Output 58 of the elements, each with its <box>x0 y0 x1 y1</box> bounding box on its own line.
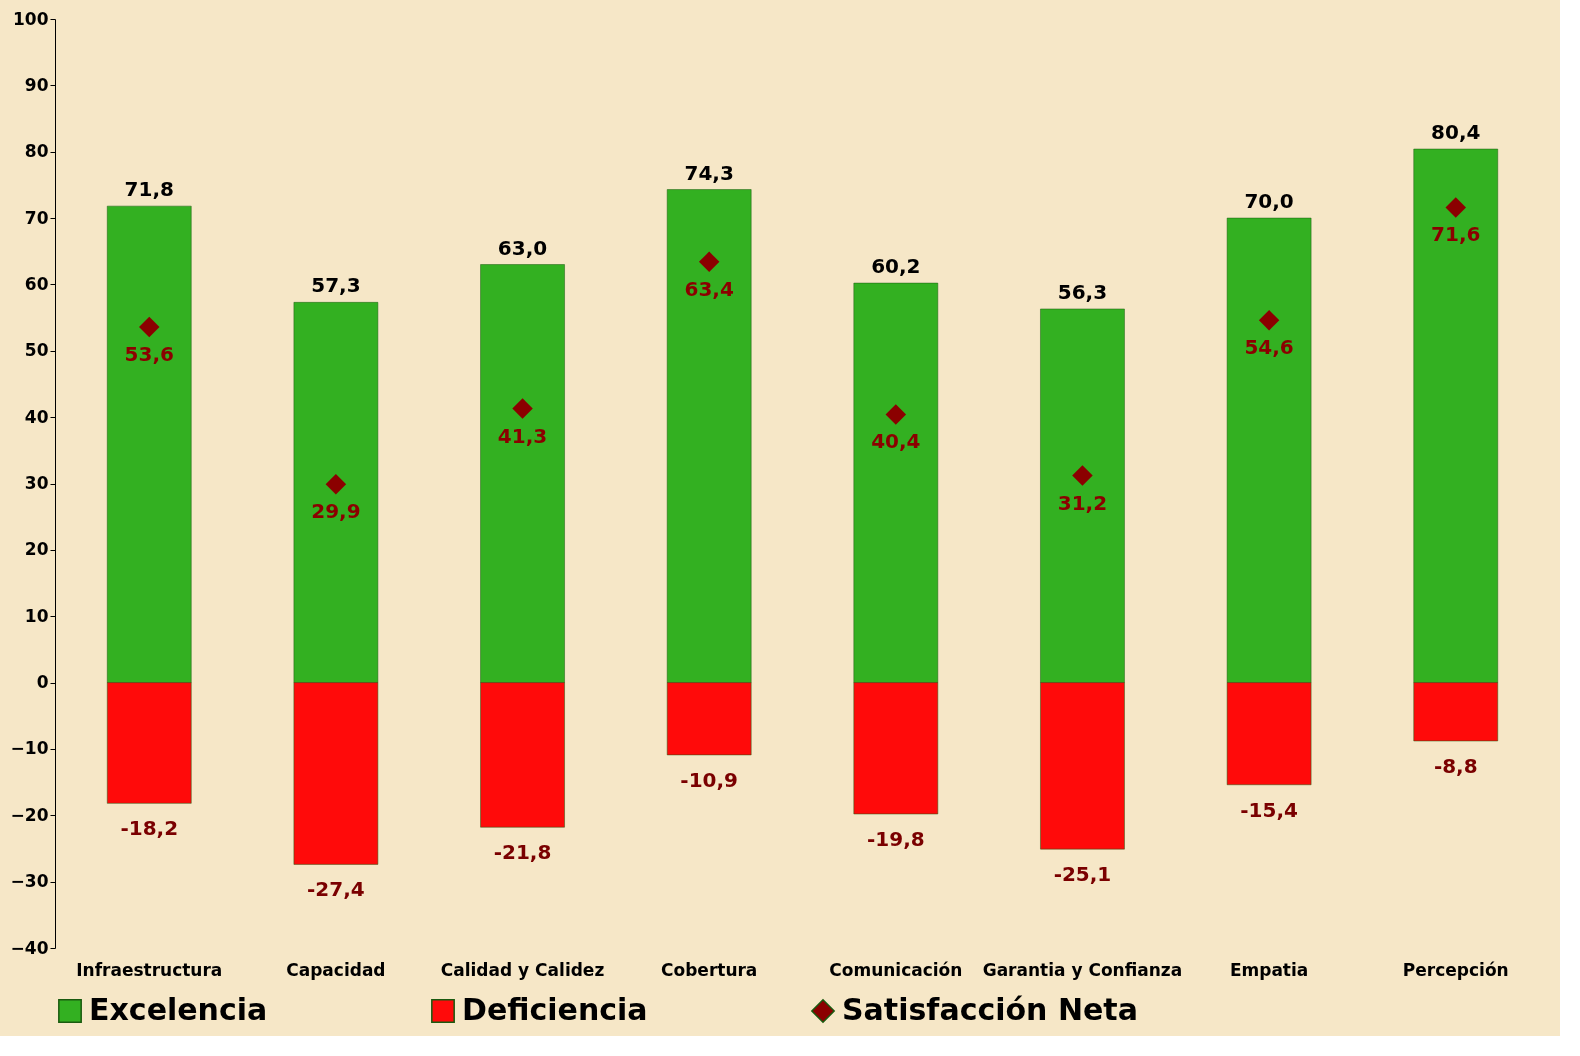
data-label: 57,3 <box>311 273 361 298</box>
x-tick-label: Empatia <box>1229 959 1309 980</box>
point <box>325 473 347 495</box>
point <box>698 251 720 273</box>
legend-label: Satisfacción Neta <box>842 992 1138 1027</box>
data-label: 70,0 <box>1244 189 1294 214</box>
data-label: 54,6 <box>1244 335 1294 360</box>
data-label: 31,2 <box>1057 490 1108 515</box>
y-tick-label: 60 <box>24 273 49 294</box>
y-tick-label: −20 <box>10 804 49 825</box>
y-tick-label: −40 <box>10 937 49 958</box>
y-tick-label: 100 <box>13 8 49 29</box>
y-tick-label: 50 <box>24 340 49 361</box>
point <box>885 404 907 425</box>
data-label: -18,2 <box>120 816 179 841</box>
data-label: 53,6 <box>124 341 174 366</box>
y-tick-label: 20 <box>24 539 49 560</box>
data-label: -19,8 <box>866 826 925 851</box>
data-label: -21,8 <box>493 840 552 865</box>
data-label: 71,6 <box>1431 222 1481 247</box>
legend-label: Excelencia <box>89 992 268 1027</box>
data-label: 80,4 <box>1431 120 1481 145</box>
x-tick-label: Comunicación <box>829 959 963 980</box>
x-tick-label: Calidad y Calidez <box>440 959 605 980</box>
y-tick-label: 80 <box>24 141 49 162</box>
data-label: -27,4 <box>307 877 365 902</box>
x-tick-label: Garantia y Confianza <box>982 959 1183 980</box>
data-label: 29,9 <box>311 499 361 524</box>
y-tick-label: 90 <box>24 74 49 95</box>
data-label: 41,3 <box>497 423 548 448</box>
point <box>512 398 533 419</box>
y-tick-label: −30 <box>10 871 49 892</box>
y-tick-label: 40 <box>24 406 49 427</box>
data-label: 60,2 <box>871 254 921 279</box>
y-tick-label: 10 <box>24 605 49 626</box>
point <box>1258 310 1280 331</box>
data-label: 63,4 <box>684 276 734 301</box>
x-tick-label: Infraestructura <box>76 959 223 980</box>
point <box>139 316 160 338</box>
data-label: 74,3 <box>684 160 734 185</box>
data-label: -25,1 <box>1053 862 1112 887</box>
y-tick-label: 70 <box>24 207 49 228</box>
point <box>1072 465 1093 486</box>
y-tick-label: 30 <box>24 473 49 493</box>
legend-label: Deficiencia <box>462 992 648 1027</box>
x-tick-label: Capacidad <box>286 959 386 980</box>
data-label: -10,9 <box>680 767 739 792</box>
y-tick-label: 0 <box>36 672 49 693</box>
x-tick-label: Cobertura <box>661 959 758 980</box>
y-tick-label: −10 <box>10 738 49 759</box>
x-tick-label: Percepción <box>1402 959 1509 980</box>
data-label: -15,4 <box>1240 797 1298 822</box>
data-label: -8,8 <box>1433 753 1478 778</box>
data-label: 63,0 <box>497 235 548 260</box>
data-label: 40,4 <box>871 429 921 454</box>
data-label: 71,8 <box>124 177 174 202</box>
data-label: 56,3 <box>1057 279 1108 304</box>
point <box>1445 197 1466 218</box>
